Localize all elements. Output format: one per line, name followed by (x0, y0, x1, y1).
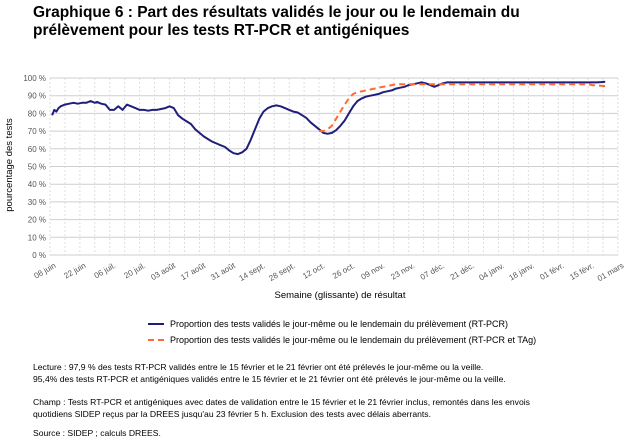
x-tick-label: 28 sept. (267, 261, 296, 283)
x-tick-label: 07 déc. (419, 261, 446, 282)
legend-item-rtpcr-tag: Proportion des tests validés le jour-mêm… (148, 332, 618, 348)
y-tick-label: 20 % (28, 216, 46, 225)
x-tick-label: 01 févr. (538, 261, 565, 282)
legend: Proportion des tests validés le jour-mêm… (148, 316, 618, 348)
legend-swatch-rtpcr-tag (148, 339, 164, 341)
y-tick-label: 50 % (28, 163, 46, 172)
y-axis-tick-labels: 0 % 10 % 20 % 30 % 40 % 50 % 60 % 70 % 80 % 90 % 1… (23, 74, 46, 260)
x-tick-label: 31 août (209, 261, 237, 283)
lecture-line1: Lecture : 97,9 % des tests RT-PCR validé… (33, 362, 484, 372)
x-tick-label: 22 juin (62, 261, 87, 281)
chart-title-line1: Graphique 6 : Part des résultats validés… (33, 4, 520, 21)
x-axis-label: Semaine (glissante) de résultat (275, 290, 406, 301)
x-tick-label: 06 juil. (93, 261, 118, 280)
legend-label-rtpcr: Proportion des tests validés le jour-mêm… (170, 319, 508, 329)
x-tick-label: 09 nov. (360, 261, 387, 282)
x-tick-label: 04 janv. (478, 261, 506, 283)
chart-title: Graphique 6 : Part des résultats validés… (33, 4, 623, 40)
notes: Lecture : 97,9 % des tests RT-PCR validé… (33, 362, 623, 440)
x-tick-label: 23 nov. (389, 261, 416, 282)
y-tick-label: 60 % (28, 145, 46, 154)
legend-swatch-rtpcr (148, 323, 164, 325)
x-tick-label: 03 août (149, 261, 177, 283)
x-tick-label: 14 sept. (238, 261, 267, 283)
lecture-line2: 95,4% des tests RT-PCR et antigéniques v… (33, 373, 506, 384)
line-chart: 0 % 10 % 20 % 30 % 40 % 50 % 60 % 70 % 80 % 90 % 1… (4, 74, 625, 301)
y-tick-label: 40 % (28, 180, 46, 189)
champ-line2: quotidiens SIDEP reçus par la DREES jusq… (33, 408, 431, 419)
legend-item-rtpcr: Proportion des tests validés le jour-mêm… (148, 316, 618, 332)
series-line-0 (51, 80, 606, 156)
x-tick-label: 08 juin (32, 261, 57, 281)
y-tick-label: 100 % (23, 74, 46, 83)
y-tick-label: 90 % (28, 92, 46, 101)
x-tick-label: 12 oct. (301, 261, 326, 281)
x-tick-label: 20 juil. (123, 261, 148, 280)
x-tick-label: 18 janv. (507, 261, 535, 283)
legend-label-rtpcr-tag: Proportion des tests validés le jour-mêm… (170, 335, 537, 345)
chart-title-line2: prélèvement pour les tests RT-PCR et ant… (33, 22, 410, 39)
champ-line1: Champ : Tests RT-PCR et antigéniques ave… (33, 397, 530, 407)
x-tick-label: 21 déc. (449, 261, 476, 282)
y-tick-label: 80 % (28, 109, 46, 118)
x-tick-label: 15 févr. (568, 261, 595, 282)
source-note: Source : SIDEP ; calculs DREES. (33, 428, 161, 438)
x-tick-label: 01 mars (596, 261, 626, 283)
y-tick-label: 0 % (32, 251, 46, 260)
x-tick-label: 17 août (179, 261, 207, 283)
x-tick-label: 26 oct. (331, 261, 356, 281)
series-lines (51, 80, 606, 156)
y-tick-label: 30 % (28, 198, 46, 207)
y-tick-label: 10 % (28, 233, 46, 242)
x-axis-tick-labels: 08 juin 22 juin 06 juil. 20 juil. 03 août 17 … (32, 261, 625, 284)
series-line-1 (319, 83, 606, 133)
y-axis-label: pourcentage des tests (4, 118, 15, 212)
y-tick-label: 70 % (28, 127, 46, 136)
